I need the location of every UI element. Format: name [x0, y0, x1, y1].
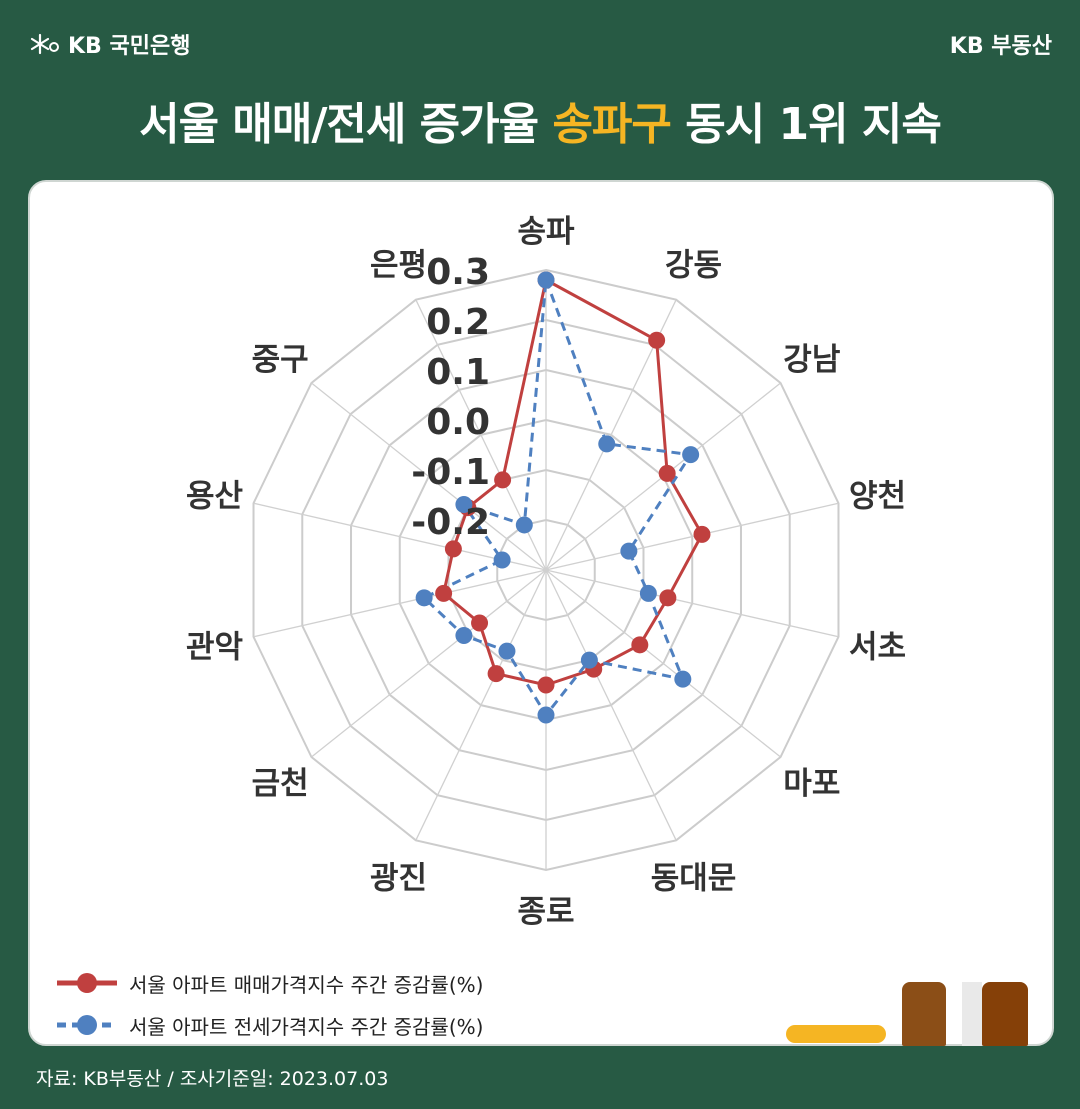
category-label: 강남: [783, 342, 840, 378]
category-label: 마포: [783, 766, 840, 802]
legend-swatch-sale: [57, 973, 117, 993]
data-point-sale: [494, 471, 512, 489]
data-point-jeonse: [537, 271, 555, 289]
logo-text: KB 국민은행: [68, 34, 191, 59]
title-part2: 동시 1위 지속: [670, 99, 942, 150]
data-point-sale: [444, 540, 462, 558]
category-label: 은평: [370, 248, 427, 284]
legend-item-jeonse: 서울 아파트 전세가격지수 주간 증감률(%): [55, 1004, 483, 1046]
category-label: 동대문: [651, 860, 737, 896]
brand-name: KB 부동산: [949, 34, 1052, 59]
grid-spoke: [545, 569, 677, 841]
r-tick-label: -0.2: [411, 502, 490, 543]
top-bar: KB 국민은행 KB 부동산: [0, 0, 1080, 70]
category-label: 강동: [665, 248, 722, 284]
r-tick-label: 0.0: [426, 402, 490, 443]
data-point-sale: [658, 464, 676, 482]
r-tick-label: 0.3: [426, 252, 490, 293]
legend-label-jeonse: 서울 아파트 전세가격지수 주간 증감률(%): [129, 1014, 484, 1039]
data-point-jeonse: [455, 496, 473, 514]
r-tick-label: 0.1: [426, 352, 490, 393]
grid-spoke: [253, 569, 547, 638]
data-point-jeonse: [598, 435, 616, 453]
grid-spoke: [545, 569, 781, 758]
legend-item-sale: 서울 아파트 매매가격지수 주간 증감률(%): [55, 962, 483, 1004]
legend: 서울 아파트 매매가격지수 주간 증감률(%) 서울 아파트 전세가격지수 주간…: [55, 962, 483, 1046]
grid-spoke: [545, 502, 839, 571]
data-point-jeonse: [674, 670, 692, 688]
category-label: 관악: [186, 630, 243, 666]
data-point-jeonse: [620, 542, 638, 560]
category-label: 중구: [252, 342, 309, 378]
data-point-jeonse: [493, 551, 511, 569]
category-label: 송파: [517, 214, 575, 250]
title-part1: 서울 매매/전세 증가율: [139, 99, 553, 150]
category-label: 서초: [849, 630, 906, 666]
data-point-jeonse: [498, 642, 516, 660]
data-point-jeonse: [415, 589, 433, 607]
category-label: 광진: [370, 860, 427, 896]
data-point-sale: [631, 636, 649, 654]
legend-swatch-jeonse: [57, 1015, 117, 1035]
data-point-jeonse: [515, 516, 533, 534]
data-point-jeonse: [639, 584, 657, 602]
data-point-sale: [537, 676, 555, 694]
grid-spoke: [311, 569, 547, 758]
decorative-book: [962, 982, 982, 1046]
chart-card: [28, 180, 1054, 1046]
data-point-jeonse: [580, 651, 598, 669]
data-point-sale: [487, 665, 505, 683]
data-point-jeonse: [537, 706, 555, 724]
category-label: 용산: [186, 478, 243, 514]
data-point-sale: [435, 584, 453, 602]
data-point-sale: [471, 614, 489, 632]
decorative-bar: [786, 1025, 886, 1043]
data-point-sale: [648, 331, 666, 349]
kb-logo: KB 국민은행: [30, 28, 190, 60]
category-label: 종로: [517, 894, 574, 930]
r-tick-label: -0.1: [411, 452, 490, 493]
grid-spoke: [545, 569, 839, 638]
decorative-book: [982, 982, 1028, 1046]
category-label: 양천: [849, 478, 906, 514]
source-note: 자료: KB부동산 / 조사기준일: 2023.07.03: [36, 1068, 389, 1090]
category-label: 금천: [252, 766, 309, 802]
data-point-sale: [693, 525, 711, 543]
page-title: 서울 매매/전세 증가율 송파구 동시 1위 지속: [0, 88, 1080, 152]
kb-star-icon: [30, 33, 59, 55]
title-highlight: 송파구: [552, 99, 671, 150]
grid-spoke: [311, 382, 547, 571]
data-point-sale: [659, 589, 677, 607]
legend-label-sale: 서울 아파트 매매가격지수 주간 증감률(%): [129, 972, 484, 997]
grid-spoke: [415, 569, 547, 841]
data-point-jeonse: [682, 446, 700, 464]
r-tick-label: 0.2: [426, 302, 490, 343]
decorative-book: [902, 982, 946, 1046]
data-point-jeonse: [455, 626, 473, 644]
